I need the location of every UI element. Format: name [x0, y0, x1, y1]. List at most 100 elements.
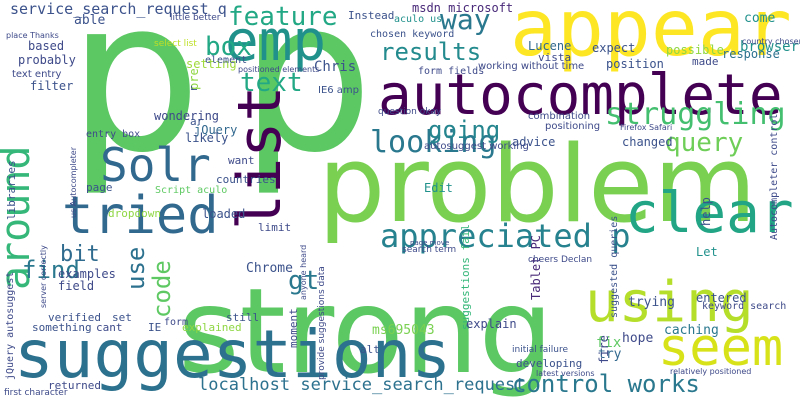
- word-form-fields: form fields: [418, 66, 485, 77]
- word-using: using: [585, 270, 754, 335]
- word-page: page: [86, 181, 113, 194]
- word-combination: combination: [528, 111, 591, 122]
- word-explained: explained: [182, 321, 242, 334]
- word-question-okay: question okay: [378, 107, 442, 117]
- word-results: results: [380, 38, 482, 66]
- word-element: element: [205, 55, 248, 66]
- word-ms695043: ms695043: [372, 323, 435, 338]
- word-problem: problem: [318, 123, 757, 246]
- word-positioned-elements: positioned elements: [238, 65, 320, 74]
- word-code: code: [148, 260, 176, 318]
- word-chrome: Chrome: [246, 261, 293, 276]
- word-help: help: [699, 197, 713, 226]
- word-appear: appear: [510, 0, 792, 74]
- word-firefox-safari: Firefox Safari: [620, 123, 673, 132]
- word-fire: fire: [597, 335, 611, 364]
- word-control-works: control works: [512, 370, 700, 398]
- word-something: something: [32, 321, 92, 334]
- word-clear: clear: [625, 181, 794, 246]
- word-bit: bit: [60, 242, 100, 267]
- word-verified: verified: [48, 311, 101, 324]
- word-based: based: [28, 39, 65, 53]
- word-explain: explain: [466, 317, 517, 331]
- word-caching: caching: [664, 323, 719, 338]
- word-text-entry: text entry: [12, 69, 62, 80]
- word-edit: Edit: [424, 181, 453, 195]
- word-trying: trying: [628, 295, 675, 310]
- word-p-left: p: [68, 0, 202, 199]
- word-set: set: [112, 311, 132, 324]
- word-seem: seem: [658, 318, 784, 378]
- word-latest-versions: latest versions: [536, 369, 595, 378]
- word-lucene: Lucene: [528, 39, 572, 53]
- word-script-aculo: Script aculo: [155, 185, 228, 196]
- word-struggling: struggling: [605, 97, 786, 132]
- word-relatively-positioned: relatively positioned: [670, 367, 752, 376]
- word-likely: likely: [185, 131, 229, 145]
- word-chosen-keyword: chosen keyword: [370, 29, 455, 40]
- word-emp: emp: [225, 9, 327, 74]
- word-suggested-queries: suggested queries: [609, 215, 620, 318]
- word-dropdown: dropdown: [108, 207, 161, 220]
- word-server-correctly: server correctly: [39, 245, 48, 308]
- word-browsers: browsers: [740, 39, 800, 55]
- word-suggestions: suggestions: [14, 316, 452, 393]
- word-provide-suggestions-data: provide suggestions data: [317, 266, 327, 380]
- word-going: going: [428, 116, 501, 144]
- word-entered: entered: [696, 291, 747, 305]
- word-advice: advice: [512, 135, 556, 149]
- word-still: still: [226, 311, 260, 324]
- word-let: Let: [696, 245, 718, 259]
- word-suggestions-fail: suggestions fail: [459, 224, 472, 330]
- word-libraries: libraries: [5, 160, 18, 220]
- word-instead: Instead: [348, 9, 395, 22]
- word-changed: changed: [622, 135, 673, 149]
- word-query: query: [665, 128, 744, 158]
- word-initial-failure: initial failure: [512, 345, 569, 355]
- word-examples: examples: [58, 267, 116, 281]
- word-first-character: first character: [4, 388, 68, 398]
- word-use: use: [122, 246, 150, 290]
- word-field: field: [58, 279, 95, 293]
- word-vista: vista: [538, 51, 572, 64]
- word-probably: probably: [18, 53, 76, 67]
- word-alt: alt: [360, 343, 380, 356]
- word-find: find: [22, 256, 80, 284]
- word-try: try: [598, 347, 622, 362]
- word-place-thanks: place Thanks: [6, 31, 59, 40]
- word-cheers-declan: cheers Declan: [528, 255, 593, 265]
- word-page-move: page move: [410, 239, 450, 247]
- word-response: response: [722, 47, 780, 61]
- word-made: made: [692, 55, 719, 68]
- word-filter: filter: [30, 79, 74, 93]
- word-expect: expect: [592, 41, 636, 55]
- word-ar: ar: [190, 115, 204, 128]
- word-jquery: jQuery: [194, 123, 238, 137]
- word-form: form: [164, 317, 189, 328]
- word-developing: developing: [516, 357, 583, 370]
- word-p-right: p: [240, 0, 374, 199]
- word-tried: tried: [62, 186, 219, 246]
- word-localhost-service-search-request: localhost service_search_request: [198, 375, 526, 395]
- word-hope: hope: [622, 331, 654, 346]
- word-position: position: [606, 57, 664, 71]
- word-loaded: loaded: [202, 207, 246, 221]
- word-limit: limit: [258, 221, 292, 234]
- word-entry-box: entry box: [86, 129, 141, 140]
- word-country-chosen: country chosen: [742, 37, 800, 46]
- word-us-autocompleter: us Autocompleter: [69, 146, 78, 218]
- word-service-search-request-q: service_search_request q: [10, 0, 227, 18]
- word-come: come: [744, 11, 776, 26]
- word-ie6-amp: IE6 amp: [318, 85, 360, 96]
- word-msdn-microsoft: msdn microsoft: [412, 1, 514, 15]
- word-feature: feature: [228, 2, 338, 32]
- word-tablet-pc: Tablet PC: [529, 234, 543, 300]
- word-wondering: wondering: [154, 109, 220, 123]
- word-countries: countries: [216, 173, 276, 186]
- word-returned: returned: [48, 379, 101, 392]
- word-text: text: [240, 68, 303, 98]
- word-want: want: [228, 154, 255, 167]
- word-positioning: positioning: [545, 121, 601, 132]
- word-appreciated-p: appreciated p: [380, 217, 631, 255]
